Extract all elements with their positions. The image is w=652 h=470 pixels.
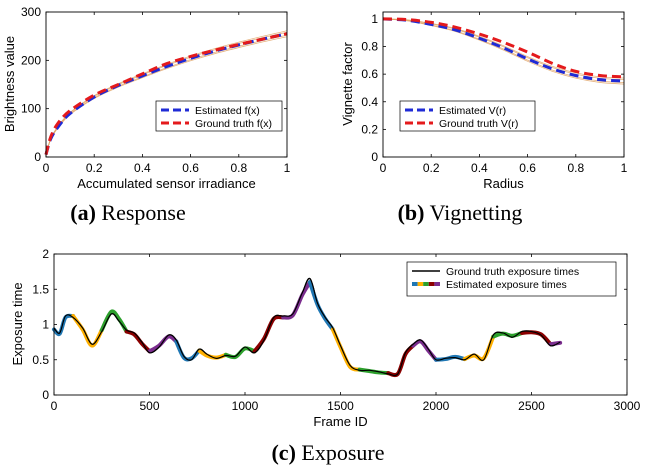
envelope-line <box>382 18 625 80</box>
plot-area <box>383 12 624 157</box>
y-axis-label: Exposure time <box>10 282 25 365</box>
legend-box <box>155 100 283 132</box>
plot-frame <box>53 253 628 396</box>
y-tick-label: 0.4 <box>361 95 378 109</box>
y-tick-label: 0.2 <box>361 122 378 136</box>
chart-caption: (a) Response <box>70 200 185 225</box>
caption-text: Vignetting <box>425 200 523 225</box>
y-tick-label: 0 <box>42 388 49 402</box>
envelope-line <box>382 18 625 83</box>
x-tick-label: 0 <box>380 161 387 175</box>
y-axis: 0 100 200 300 <box>21 5 287 164</box>
y-tick-label: 300 <box>21 5 41 19</box>
plot-frame <box>382 11 625 158</box>
x-tick-label: 1 <box>621 161 628 175</box>
x-axis-label: Accumulated sensor irradiance <box>77 176 255 191</box>
caption-text: Exposure <box>296 440 385 465</box>
y-tick-label: 0 <box>34 150 41 164</box>
series-line-ground-truth-top <box>53 277 561 377</box>
legend: Estimated V(r)Ground truth V(r) <box>399 100 536 132</box>
x-tick-label: 0.2 <box>423 161 440 175</box>
legend-entry: Ground truth V(r) <box>439 118 518 130</box>
x-tick-label: 2500 <box>518 399 545 413</box>
chart-caption: (c) Exposure <box>271 440 384 465</box>
x-tick-label: 500 <box>139 399 159 413</box>
series-group <box>44 30 288 156</box>
y-tick-label: 0.5 <box>32 353 49 367</box>
x-tick-label: 0.6 <box>182 161 199 175</box>
legend-box <box>399 100 536 132</box>
caption-label: (a) <box>70 200 96 225</box>
y-tick-label: 0.6 <box>361 67 378 81</box>
caption-label: (b) <box>398 200 425 225</box>
x-tick-label: 1500 <box>327 399 354 413</box>
series-segment-estimated <box>281 280 312 320</box>
y-tick-label: 1 <box>371 12 378 26</box>
y-tick-label: 1.5 <box>32 282 49 296</box>
plot-area <box>46 12 287 157</box>
x-tick-label: 0.4 <box>134 161 151 175</box>
series-segment-estimated <box>124 329 152 354</box>
caption-label: (c) <box>271 440 295 465</box>
series-group <box>382 17 625 85</box>
x-tick-label: 1000 <box>232 399 259 413</box>
x-axis-label: Radius <box>483 176 524 191</box>
x-tick-label: 0.2 <box>86 161 103 175</box>
series-segment-estimated <box>307 280 335 332</box>
x-tick-label: 0.8 <box>230 161 247 175</box>
y-tick-label: 100 <box>21 102 41 116</box>
legend-entry: Estimated f(x) <box>195 105 260 117</box>
envelope-line <box>382 18 625 85</box>
x-tick-label: 0 <box>43 161 50 175</box>
y-tick-label: 200 <box>21 53 41 67</box>
series-group <box>52 277 563 378</box>
legend-entry: Estimated V(r) <box>439 105 506 117</box>
chart-1: 0 0.2 0.4 0.6 0.8 1 0 100 200 300 Accumulated sens… <box>2 5 291 225</box>
legend-entry: Ground truth exposure times <box>446 266 579 278</box>
x-tick-label: 0.4 <box>471 161 488 175</box>
y-tick-label: 0 <box>371 150 378 164</box>
series-line <box>44 32 288 155</box>
x-tick-label: 0 <box>51 399 58 413</box>
x-axis: 0 0.2 0.4 0.6 0.8 1 <box>380 12 628 175</box>
x-tick-label: 2000 <box>423 399 450 413</box>
y-axis: 0 0.2 0.4 0.6 0.8 1 <box>361 12 624 164</box>
legend-entry: Estimated exposure times <box>446 279 567 291</box>
series-line <box>44 32 288 156</box>
plot-frame <box>45 11 288 158</box>
y-axis-label: Brightness value <box>2 36 17 132</box>
y-tick-label: 0.8 <box>361 40 378 54</box>
chart-3: 0 500 1000 1500 2000 2500 3000 0 0.5 1 1.5 2 Frame I… <box>10 247 641 465</box>
caption-text: Response <box>96 200 186 225</box>
legend-box <box>406 261 617 297</box>
legend-entry: Ground truth f(x) <box>195 118 272 130</box>
y-tick-label: 2 <box>42 247 49 261</box>
x-tick-label: 1 <box>284 161 291 175</box>
x-tick-label: 3000 <box>614 399 641 413</box>
envelope-line <box>382 18 625 79</box>
legend: Estimated f(x)Ground truth f(x) <box>155 100 283 132</box>
chart-caption: (b) Vignetting <box>398 200 523 225</box>
x-axis: 0 0.2 0.4 0.6 0.8 1 <box>43 12 291 175</box>
y-tick-label: 1 <box>42 318 49 332</box>
x-tick-label: 0.8 <box>567 161 584 175</box>
x-axis-label: Frame ID <box>313 414 367 429</box>
chart-2: 0 0.2 0.4 0.6 0.8 1 0 0.2 0.4 0.6 0.8 1 Radius Vignet… <box>340 11 628 225</box>
x-tick-label: 0.6 <box>519 161 536 175</box>
y-axis-label: Vignette factor <box>340 42 355 126</box>
